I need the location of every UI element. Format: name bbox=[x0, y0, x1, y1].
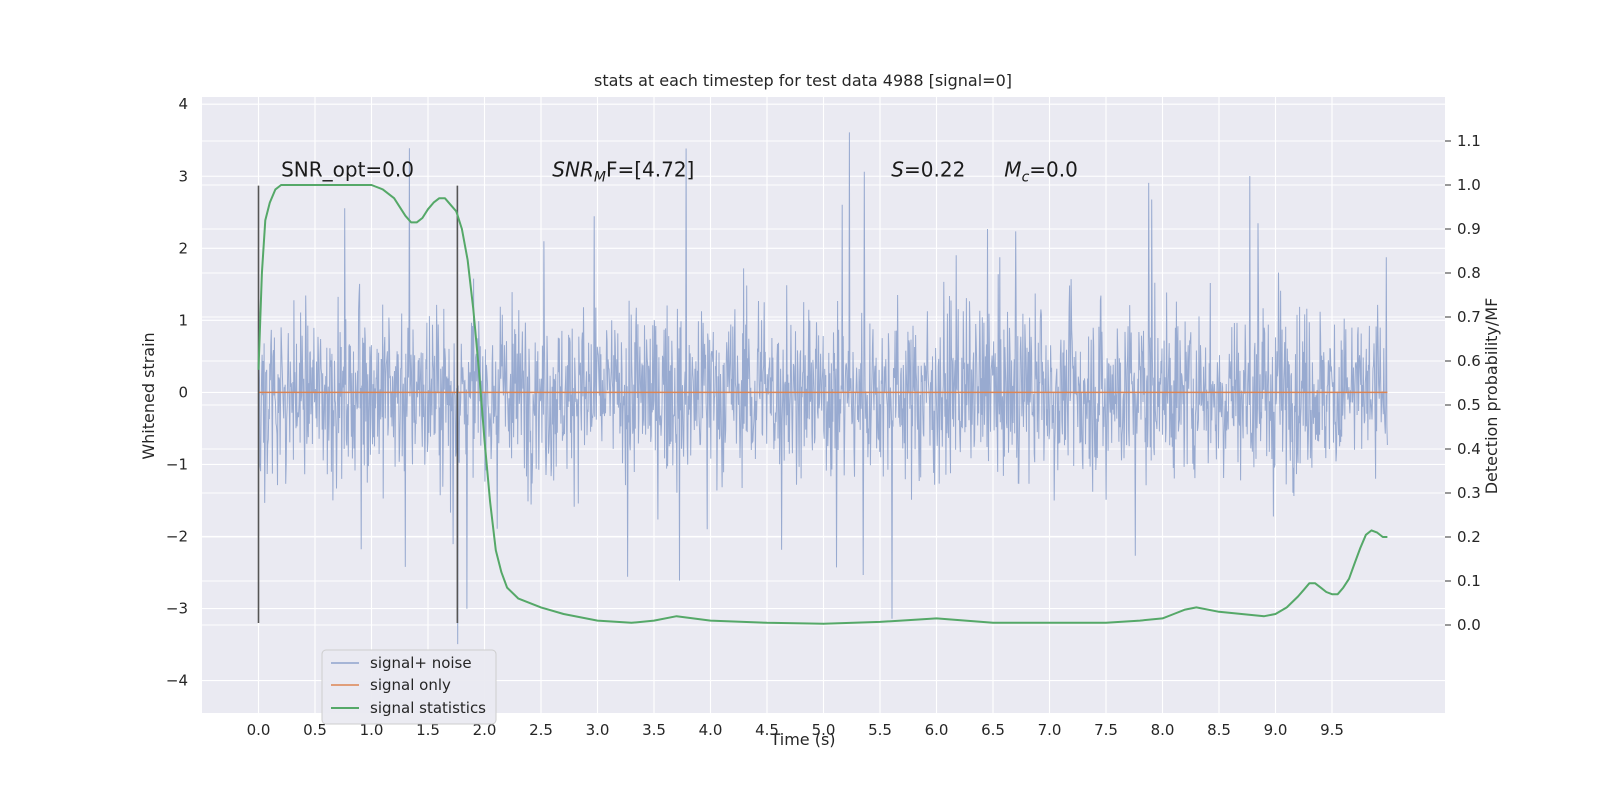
y-axis-label: Whitened strain bbox=[139, 332, 158, 459]
annotation-main: SNR_opt=0.0 bbox=[281, 157, 414, 181]
annotation-tail: F=[4.72] bbox=[606, 157, 694, 181]
y2-tick-label: 0.7 bbox=[1457, 308, 1481, 326]
y-tick-label: 4 bbox=[178, 95, 188, 113]
x-tick-label: 9.0 bbox=[1264, 721, 1288, 739]
x-tick-label: 7.5 bbox=[1094, 721, 1118, 739]
x-tick-label: 6.5 bbox=[981, 721, 1005, 739]
x-tick-label: 2.0 bbox=[473, 721, 497, 739]
x-tick-label: 2.5 bbox=[529, 721, 553, 739]
noise-line bbox=[258, 132, 1388, 645]
y-tick-label: 0 bbox=[178, 383, 188, 401]
y2-tick-label: 0.2 bbox=[1457, 528, 1481, 546]
x-tick-label: 7.0 bbox=[1038, 721, 1062, 739]
x-tick-label: 6.0 bbox=[925, 721, 949, 739]
y2-tick-label: 0.3 bbox=[1457, 484, 1481, 502]
y2-tick-label: 1.1 bbox=[1457, 132, 1481, 150]
y2-tick-label: 0.6 bbox=[1457, 352, 1481, 370]
x-axis-label: Time (s) bbox=[769, 730, 835, 749]
legend-label-signal-only: signal only bbox=[370, 676, 451, 694]
annotation-text: S=0.22 bbox=[891, 157, 965, 181]
annotation-text: Mc=0.0 bbox=[1004, 157, 1078, 185]
y2-tick-label: 0.4 bbox=[1457, 440, 1481, 458]
y2-tick-label: 0.5 bbox=[1457, 396, 1481, 414]
annotation-main: M bbox=[1004, 157, 1021, 181]
x-tick-label: 1.0 bbox=[360, 721, 384, 739]
y2-tick-label: 0.8 bbox=[1457, 264, 1481, 282]
y-tick-label: 2 bbox=[178, 239, 188, 257]
y-tick-label: −2 bbox=[166, 527, 188, 545]
y-tick-label: 3 bbox=[178, 167, 188, 185]
x-tick-label: 1.5 bbox=[416, 721, 440, 739]
signal-statistics-line bbox=[257, 184, 1388, 625]
annotation-text: SNRMF=[4.72] bbox=[552, 157, 694, 185]
y2-axis-label: Detection probability/MF bbox=[1482, 298, 1501, 495]
annotation-subscript: c bbox=[1022, 169, 1030, 185]
x-tick-label: 3.5 bbox=[642, 721, 666, 739]
annotation-tail: =0.0 bbox=[1029, 157, 1078, 181]
annotation-subscript: M bbox=[594, 169, 606, 185]
data-layer bbox=[257, 184, 1388, 625]
legend-box bbox=[321, 649, 497, 725]
x-tick-label: 4.5 bbox=[755, 721, 779, 739]
y2-tick-label: 0.9 bbox=[1457, 220, 1481, 238]
x-tick-label: 8.0 bbox=[1151, 721, 1175, 739]
y-tick-label: 1 bbox=[178, 311, 188, 329]
legend: signal+ noise signal only signal statist… bbox=[321, 649, 497, 725]
chart-title: stats at each timestep for test data 498… bbox=[594, 71, 1012, 90]
x-tick-label: 5.5 bbox=[868, 721, 892, 739]
y2-tick-label: 0.0 bbox=[1457, 616, 1481, 634]
noise-series bbox=[258, 132, 1388, 645]
y2-tick-label: 0.1 bbox=[1457, 572, 1481, 590]
x-tick-label: 5.0 bbox=[812, 721, 836, 739]
x-tick-label: 3.0 bbox=[586, 721, 610, 739]
annotations: SNR_opt=0.0 SNRMF=[4.72] S=0.22 Mc=0.0 bbox=[281, 157, 1078, 185]
annotation-text: SNR_opt=0.0 bbox=[281, 157, 414, 181]
ticks: 0.0 0.5 1.0 1.5 2.0 2.5 3.0 3.5 4.0 4.5 5.0 5.5 6.0 6… bbox=[166, 95, 1481, 739]
annotation-main: S bbox=[891, 157, 904, 181]
x-tick-label: 9.5 bbox=[1320, 721, 1344, 739]
y-tick-label: −4 bbox=[166, 672, 188, 690]
legend-label-signal-noise: signal+ noise bbox=[370, 654, 472, 672]
x-tick-label: 4.0 bbox=[699, 721, 723, 739]
x-tick-label: 8.5 bbox=[1207, 721, 1231, 739]
annotation-main: SNR bbox=[552, 157, 594, 181]
x-tick-label: 0.0 bbox=[247, 721, 271, 739]
legend-label-signal-statistics: signal statistics bbox=[370, 699, 486, 717]
y2-tick-label: 1.0 bbox=[1457, 176, 1481, 194]
y-tick-label: −3 bbox=[166, 600, 188, 618]
y-tick-label: −1 bbox=[166, 455, 188, 473]
annotation-tail: =0.22 bbox=[904, 157, 965, 181]
x-tick-label: 0.5 bbox=[303, 721, 327, 739]
